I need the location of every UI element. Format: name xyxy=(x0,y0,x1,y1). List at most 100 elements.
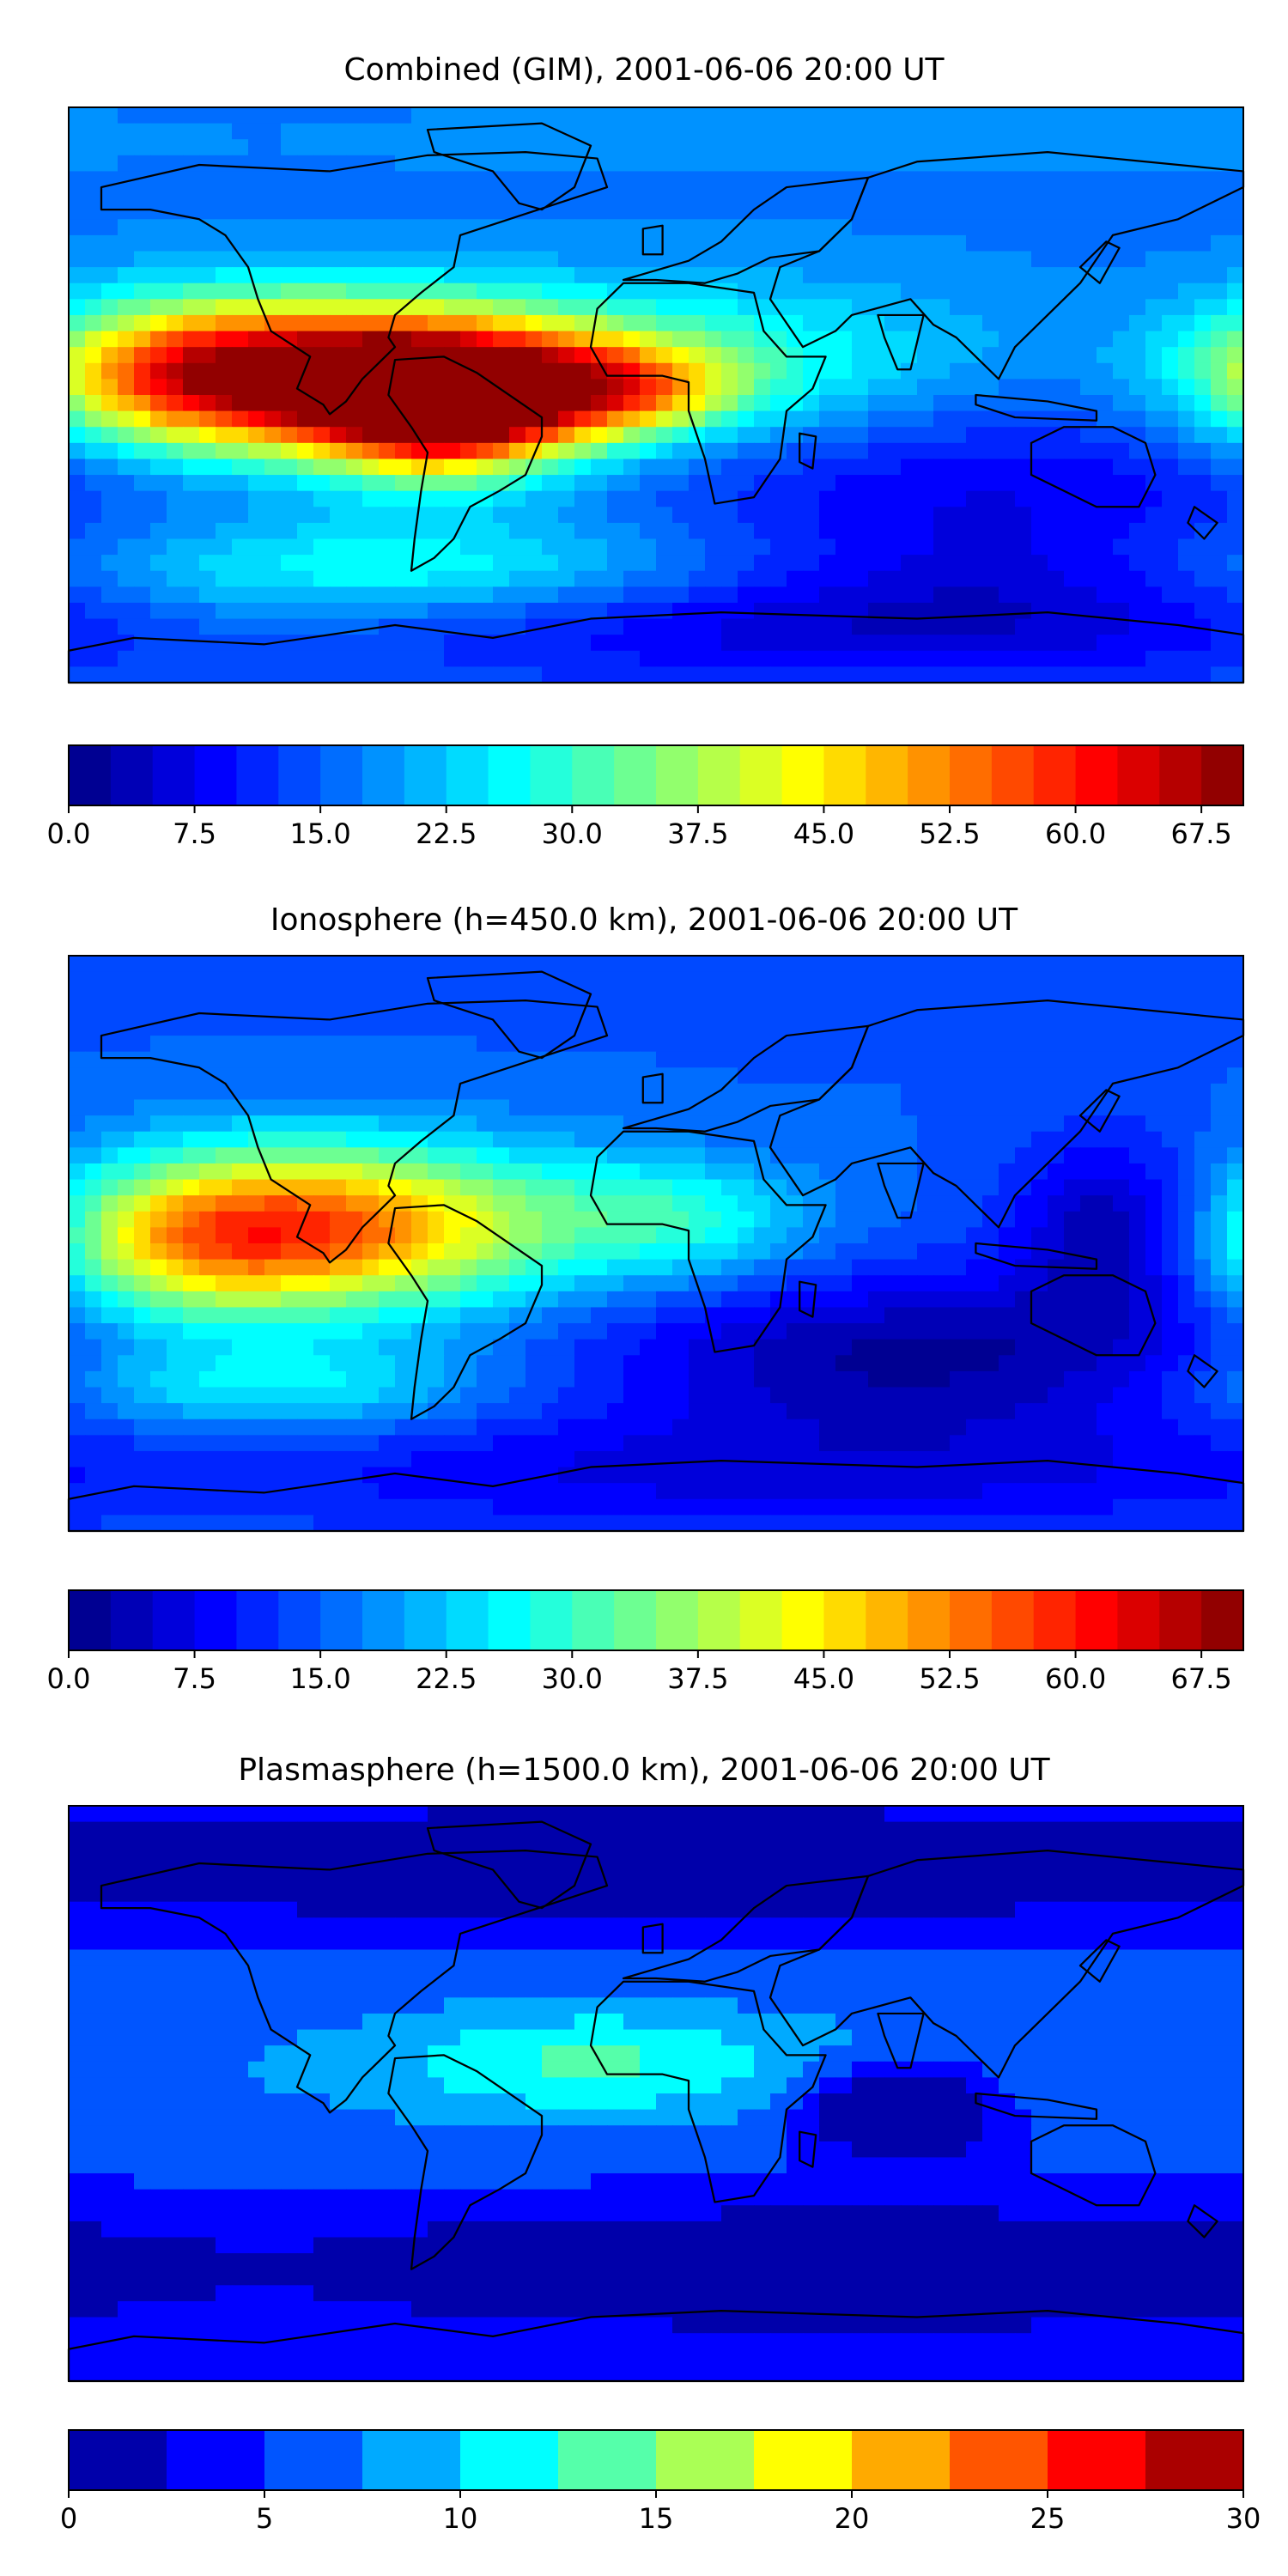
heatmap-cell xyxy=(118,171,135,188)
heatmap-cell xyxy=(640,395,657,412)
heatmap-cell xyxy=(248,555,265,572)
heatmap-cell xyxy=(558,956,575,973)
heatmap-cell xyxy=(1031,507,1048,524)
heatmap-cell xyxy=(313,1307,331,1324)
heatmap-cell xyxy=(1080,618,1097,635)
heatmap-cell xyxy=(689,1179,706,1196)
heatmap-cell xyxy=(1227,1291,1244,1309)
heatmap-cell xyxy=(264,1147,282,1164)
heatmap-cell xyxy=(803,267,820,284)
heatmap-cell xyxy=(950,299,967,316)
heatmap-cell xyxy=(1015,1115,1032,1133)
heatmap-cell xyxy=(428,1099,445,1116)
heatmap-cell xyxy=(705,1323,722,1340)
heatmap-cell xyxy=(966,1307,983,1324)
heatmap-cell xyxy=(705,1051,722,1068)
heatmap-cell xyxy=(346,203,363,220)
heatmap-cell xyxy=(656,490,673,507)
heatmap-cell xyxy=(101,618,118,635)
heatmap-cell xyxy=(444,1067,461,1084)
heatmap-cell xyxy=(1048,459,1065,476)
heatmap-cell xyxy=(901,442,918,460)
heatmap-cell xyxy=(460,650,477,667)
heatmap-cell xyxy=(232,522,249,540)
heatmap-cell xyxy=(705,251,722,268)
heatmap-cell xyxy=(264,475,282,492)
heatmap-cell xyxy=(868,234,885,252)
heatmap-cell xyxy=(460,187,477,204)
heatmap-cell xyxy=(428,522,445,540)
heatmap-cell xyxy=(1162,1419,1179,1436)
heatmap-cell xyxy=(428,251,445,268)
heatmap-cell xyxy=(852,1450,869,1468)
heatmap-cell xyxy=(1129,570,1146,587)
heatmap-cell xyxy=(803,395,820,412)
heatmap-cell xyxy=(1178,1339,1195,1356)
heatmap-cell xyxy=(281,155,298,173)
heatmap-cell xyxy=(150,314,167,332)
heatmap-cell xyxy=(591,507,608,524)
heatmap-cell xyxy=(1048,427,1065,444)
heatmap-cell xyxy=(167,1195,184,1212)
heatmap-cell xyxy=(1162,362,1179,380)
heatmap-cell xyxy=(917,379,934,396)
heatmap-cell xyxy=(216,379,233,396)
heatmap-cell xyxy=(1227,234,1244,252)
heatmap-cell xyxy=(705,507,722,524)
heatmap-cell xyxy=(395,475,412,492)
heatmap-cell xyxy=(428,475,445,492)
heatmap-cell xyxy=(281,1227,298,1244)
heatmap-cell xyxy=(689,107,706,125)
heatmap-cell xyxy=(1031,1131,1048,1148)
heatmap-cell xyxy=(199,203,216,220)
heatmap-cell xyxy=(787,1291,804,1309)
heatmap-cell xyxy=(787,362,804,380)
heatmap-cell xyxy=(607,635,624,652)
heatmap-cell xyxy=(1129,427,1146,444)
heatmap-cell xyxy=(982,666,999,683)
heatmap-cell xyxy=(852,251,869,268)
heatmap-cell xyxy=(933,155,951,173)
heatmap-cell xyxy=(362,1467,380,1484)
heatmap-cell xyxy=(966,555,983,572)
heatmap-cell xyxy=(1227,139,1244,156)
heatmap-cell xyxy=(85,1467,102,1484)
heatmap-cell xyxy=(950,475,967,492)
heatmap-cell xyxy=(754,602,771,620)
heatmap-cell xyxy=(1145,283,1163,300)
heatmap-cell xyxy=(982,1307,999,1324)
heatmap-cell xyxy=(966,522,983,540)
heatmap-cell xyxy=(558,203,575,220)
heatmap-cell xyxy=(150,1370,167,1388)
heatmap-cell xyxy=(787,1275,804,1292)
heatmap-cell xyxy=(362,442,380,460)
heatmap-cell xyxy=(346,956,363,973)
heatmap-cell xyxy=(1048,507,1065,524)
heatmap-cell xyxy=(1129,155,1146,173)
heatmap-cell xyxy=(721,1403,738,1420)
heatmap-cell xyxy=(689,602,706,620)
heatmap-cell xyxy=(738,1067,755,1084)
heatmap-cell xyxy=(167,442,184,460)
heatmap-cell xyxy=(150,987,167,1005)
heatmap-cell xyxy=(1194,1036,1212,1053)
heatmap-cell xyxy=(134,1450,151,1468)
heatmap-cell xyxy=(395,555,412,572)
heatmap-cell xyxy=(1129,1435,1146,1452)
heatmap-cell xyxy=(248,171,265,188)
heatmap-cell xyxy=(901,507,918,524)
heatmap-cell xyxy=(362,459,380,476)
heatmap-cell xyxy=(183,442,200,460)
heatmap-cell xyxy=(607,1307,624,1324)
heatmap-cell xyxy=(640,1435,657,1452)
heatmap-cell xyxy=(1194,1083,1212,1101)
heatmap-cell xyxy=(656,123,673,140)
heatmap-cell xyxy=(313,635,331,652)
heatmap-cell xyxy=(770,1227,787,1244)
heatmap-cell xyxy=(672,522,690,540)
heatmap-cell xyxy=(379,1147,396,1164)
heatmap-cell xyxy=(167,570,184,587)
heatmap-cell xyxy=(1097,1339,1114,1356)
heatmap-cell xyxy=(558,475,575,492)
heatmap-cell xyxy=(69,1450,86,1468)
